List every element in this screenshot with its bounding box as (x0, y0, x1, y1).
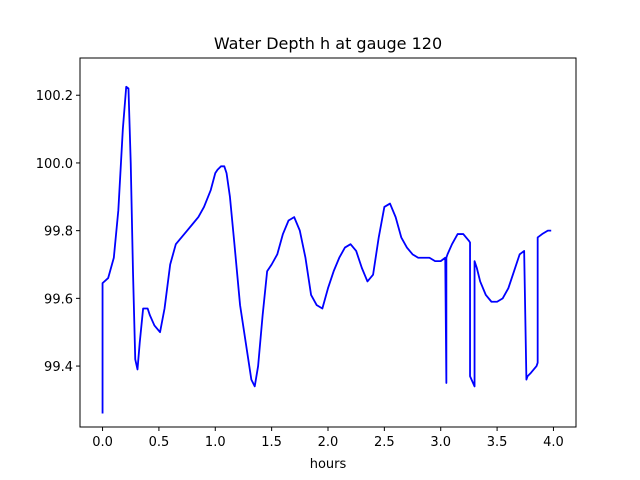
axes-frame (79, 57, 577, 428)
y-tick-label: 100.2 (36, 89, 73, 104)
x-tick-label: 4.0 (543, 435, 564, 450)
x-tick-label: 1.5 (261, 435, 282, 450)
x-tick-label: 0.5 (149, 435, 170, 450)
x-axis-label: hours (310, 457, 347, 472)
x-tick-label: 2.0 (318, 435, 339, 450)
plot-area (79, 57, 577, 428)
x-tick-label: 3.5 (487, 435, 508, 450)
y-tick-label: 99.8 (44, 225, 73, 240)
y-tick-label: 100.0 (36, 157, 73, 172)
y-axis-ticks: 99.4 99.6 99.8 100.0 100.2 (36, 89, 80, 375)
x-tick-label: 3.0 (430, 435, 451, 450)
x-tick-label: 1.0 (205, 435, 226, 450)
x-tick-label: 2.5 (374, 435, 395, 450)
y-tick-label: 99.4 (44, 360, 73, 375)
y-tick-label: 99.6 (44, 292, 73, 307)
chart-title: Water Depth h at gauge 120 (214, 34, 442, 53)
series-line (101, 85, 552, 414)
x-axis-ticks: 0.0 0.5 1.0 1.5 2.0 2.5 3.0 3.5 4.0 (92, 427, 564, 450)
x-tick-label: 0.0 (92, 435, 113, 450)
